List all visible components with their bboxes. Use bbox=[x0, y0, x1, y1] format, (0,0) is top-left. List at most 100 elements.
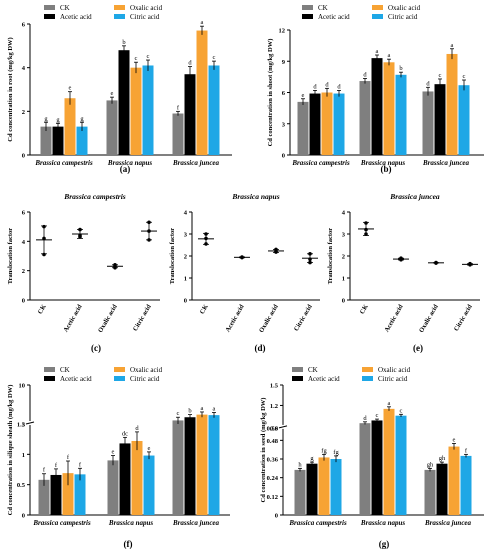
chart-title: Brassica juncea bbox=[389, 192, 440, 201]
y-tick-label: 6 bbox=[22, 22, 26, 29]
y-tick-label: 6 bbox=[282, 90, 286, 97]
bar bbox=[74, 474, 86, 515]
bar bbox=[446, 53, 458, 156]
legend-label: Citric acid bbox=[130, 13, 160, 21]
y-axis-label: Cd concentration in shoot (mg/kg DW) bbox=[267, 39, 274, 147]
x-tick-label: Brassica napus bbox=[360, 519, 405, 527]
bar bbox=[40, 126, 52, 155]
x-tick-label: Acetic acid bbox=[224, 303, 246, 333]
bar bbox=[448, 446, 460, 515]
bar bbox=[422, 91, 434, 155]
x-tick-label: Brassica napus bbox=[108, 519, 153, 527]
y-tick-label: 1.5 bbox=[17, 422, 26, 429]
significance-letter: e bbox=[453, 436, 456, 443]
x-tick-label: Brassica juncea bbox=[422, 159, 470, 167]
bar bbox=[62, 473, 74, 515]
x-tick-label: Acetic acid bbox=[62, 303, 84, 333]
bar bbox=[359, 81, 371, 155]
legend-label: Oxalic acid bbox=[130, 4, 163, 12]
bar bbox=[196, 30, 208, 155]
y-tick-label: 3 bbox=[22, 422, 26, 429]
legend-item: Citric acid bbox=[372, 13, 418, 21]
y-tick-label: 9 bbox=[282, 59, 286, 66]
legend-swatch bbox=[44, 14, 55, 19]
significance-letter: d bbox=[325, 81, 329, 88]
significance-letter: h bbox=[298, 461, 302, 468]
data-point bbox=[434, 261, 438, 265]
legend-item: Acetic acid bbox=[44, 13, 92, 21]
data-point bbox=[274, 250, 278, 254]
bar bbox=[359, 423, 371, 515]
legend-swatch bbox=[362, 367, 373, 372]
legend-label: CK bbox=[318, 4, 328, 12]
x-tick-label: Oxalic acid bbox=[97, 303, 119, 334]
bar bbox=[321, 92, 333, 155]
bar bbox=[119, 443, 131, 515]
bar bbox=[371, 420, 383, 515]
significance-letter: g bbox=[310, 455, 314, 462]
significance-letter: gh bbox=[427, 461, 434, 468]
y-tick-label: 2 bbox=[184, 254, 187, 261]
significance-letter: d bbox=[426, 80, 430, 87]
y-tick-label: 3 bbox=[184, 232, 188, 239]
bar bbox=[76, 126, 88, 155]
legend-swatch bbox=[362, 376, 373, 381]
significance-letter: b bbox=[188, 408, 191, 415]
legend-label: CK bbox=[60, 4, 70, 12]
data-point bbox=[147, 229, 151, 233]
panel-label: (f) bbox=[124, 539, 133, 549]
legend-label: Oxalic acid bbox=[378, 366, 411, 374]
significance-letter: e bbox=[302, 92, 305, 99]
data-point bbox=[308, 260, 312, 265]
x-tick-label: Citric acid bbox=[453, 303, 474, 332]
legend-item: CK bbox=[302, 4, 328, 12]
x-tick-label: Oxalic acid bbox=[258, 303, 280, 334]
bar bbox=[196, 414, 208, 515]
x-tick-label: Brassica napus bbox=[107, 159, 152, 167]
bar bbox=[38, 479, 50, 515]
x-tick-label: CK bbox=[359, 304, 370, 316]
data-point bbox=[78, 235, 82, 239]
legend-item: Citric acid bbox=[114, 375, 160, 383]
legend-label: Citric acid bbox=[130, 375, 160, 383]
legend-swatch bbox=[114, 376, 125, 381]
data-point bbox=[308, 257, 312, 262]
y-axis-label: Cd concentration in seed (mg/kg DW) bbox=[260, 398, 267, 503]
y-tick-label: 4 bbox=[342, 210, 346, 217]
panel-label: (c) bbox=[91, 343, 101, 353]
significance-letter: b bbox=[399, 65, 402, 72]
bar bbox=[297, 101, 309, 155]
legend-label: Acetic acid bbox=[60, 13, 92, 21]
legend-item: Acetic acid bbox=[302, 13, 350, 21]
legend-swatch bbox=[302, 14, 313, 19]
significance-letter: e bbox=[112, 449, 115, 456]
x-tick-label: Brassica juncea bbox=[172, 519, 220, 527]
significance-letter: a bbox=[213, 405, 216, 412]
bar bbox=[330, 459, 342, 515]
data-point bbox=[147, 220, 151, 225]
x-tick-label: Citric acid bbox=[293, 303, 314, 332]
data-point bbox=[204, 232, 208, 236]
significance-letter: e bbox=[148, 445, 151, 452]
significance-letter: a bbox=[388, 52, 391, 59]
data-point bbox=[240, 255, 244, 260]
legend-swatch bbox=[114, 367, 125, 372]
legend-label: CK bbox=[308, 366, 318, 374]
significance-letter: f bbox=[55, 462, 58, 469]
bar bbox=[208, 65, 220, 155]
bar bbox=[64, 98, 76, 155]
y-tick-label: 0 bbox=[22, 513, 25, 520]
legend-item: Acetic acid bbox=[44, 375, 92, 383]
bar bbox=[52, 126, 64, 155]
legend-swatch bbox=[372, 14, 383, 19]
x-tick-label: Brassica napus bbox=[360, 159, 405, 167]
y-tick-label: 2 bbox=[342, 254, 345, 261]
legend-label: Acetic acid bbox=[60, 375, 92, 383]
significance-letter: e bbox=[111, 90, 114, 97]
chart-c: Brassica campestris 0 2 4 6 Translocation fac… bbox=[7, 192, 160, 353]
y-tick-label: 1 bbox=[184, 276, 187, 283]
chart-title: Brassica campestris bbox=[63, 192, 126, 201]
